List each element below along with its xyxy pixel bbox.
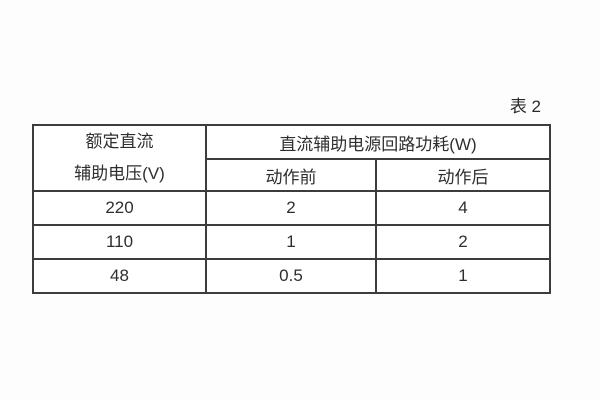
header-rated-dc-line2: 辅助电压(V) [74,164,165,183]
header-rated-dc-line1: 额定直流 [85,132,154,151]
cell-before-value: 1 [205,224,377,260]
header-cell-circuit-power-consumption: 直流辅助电源回路功耗(W) [205,123,551,161]
cell-after-value: 1 [375,258,551,294]
header-cell-rated-dc-voltage: 额定直流 辅助电压(V) [32,124,207,192]
cell-voltage: 220 [32,190,207,226]
power-consumption-table: 额定直流 辅助电压(V) 直流辅助电源回路功耗(W) 动作前 动作后 220 2… [32,123,551,294]
header-cell-before-action: 动作前 [205,158,377,192]
table-caption: 表 2 [509,97,541,116]
cell-after-value: 2 [375,224,551,260]
cell-voltage: 48 [32,258,207,294]
table-row-110v: 110 1 2 [32,224,551,260]
table-row-48v: 48 0.5 1 [32,258,551,294]
header-cell-after-action: 动作后 [375,158,551,192]
table-row-220v: 220 2 4 [32,190,551,226]
header-row-sub: 动作前 动作后 [33,158,551,192]
header-row-top: 额定直流 辅助电压(V) 直流辅助电源回路功耗(W) [32,123,551,192]
cell-before-value: 2 [205,190,377,226]
cell-after-value: 4 [375,190,551,226]
cell-before-value: 0.5 [205,258,377,294]
cell-voltage: 110 [32,224,207,260]
